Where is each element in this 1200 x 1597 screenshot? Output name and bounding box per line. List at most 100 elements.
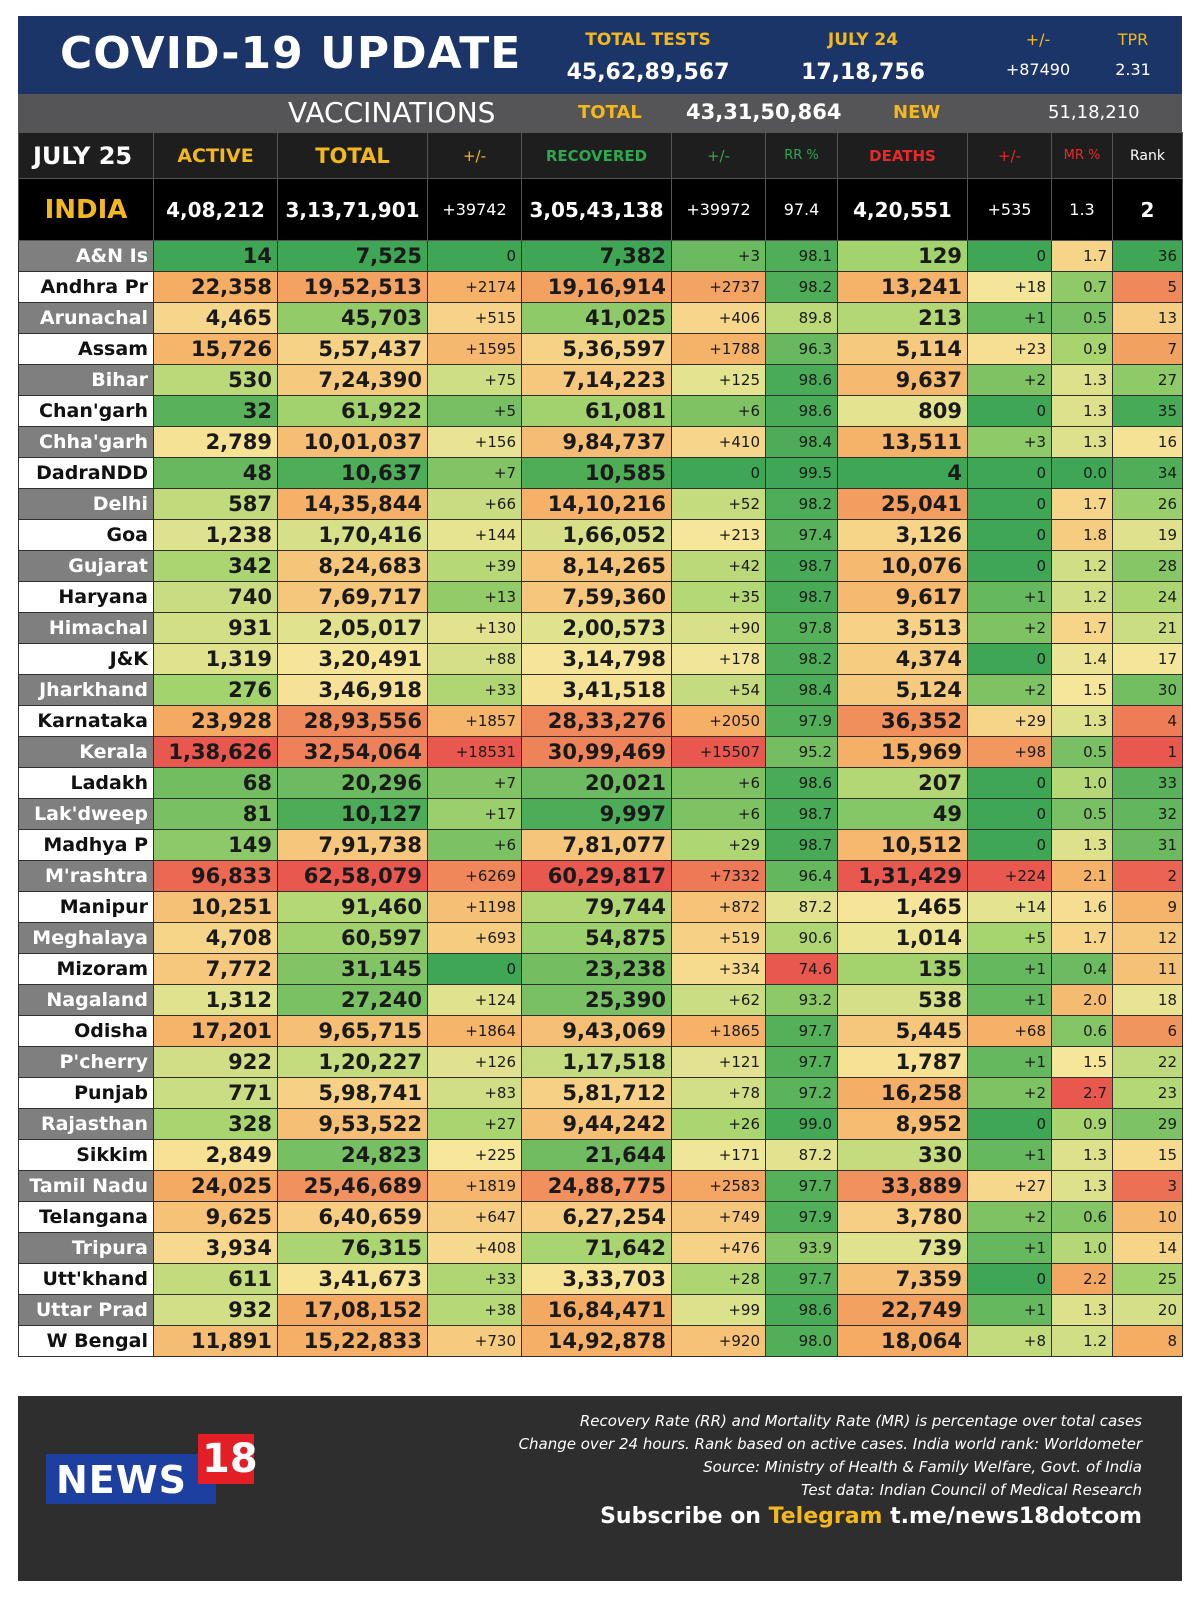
cell-deaths-change: 0	[967, 767, 1052, 799]
cell-recovered: 2,00,573	[521, 612, 672, 644]
cell-deaths: 5,114	[837, 333, 968, 365]
cell-rr: 97.7	[765, 1170, 838, 1202]
cell-state: Meghalaya	[18, 922, 154, 954]
cell-state: A&N Is	[18, 240, 154, 272]
cell-rr: 97.2	[765, 1077, 838, 1109]
cell-total: 91,460	[277, 891, 428, 923]
cell-mr: 1.2	[1051, 550, 1113, 582]
cell-rr: 98.2	[765, 271, 838, 303]
cell-deaths: 330	[837, 1139, 968, 1171]
total-tests-value: 45,62,89,567	[566, 60, 730, 85]
cell-total: 60,597	[277, 922, 428, 954]
india-deaths-change: +535	[967, 178, 1052, 241]
cell-deaths-change: +98	[967, 736, 1052, 768]
cell-active: 922	[153, 1046, 278, 1078]
logo-number: 18	[202, 1436, 258, 1482]
cell-total-change: +126	[427, 1046, 522, 1078]
total-tests-label: TOTAL TESTS	[585, 30, 711, 50]
cell-recovered-change: +334	[671, 953, 766, 985]
cell-active: 24,025	[153, 1170, 278, 1202]
cell-rr: 98.6	[765, 395, 838, 427]
cell-rr: 93.9	[765, 1232, 838, 1264]
cell-rank: 3	[1112, 1170, 1183, 1202]
cell-deaths: 1,014	[837, 922, 968, 954]
cell-rr: 98.2	[765, 643, 838, 675]
cell-rr: 98.7	[765, 550, 838, 582]
table-row: DadraNDD 48 10,637 +7 10,585 0 99.5 4 0 0.0 34	[18, 457, 1183, 489]
cell-recovered: 79,744	[521, 891, 672, 923]
footnote-change: Change over 24 hours. Rank based on acti…	[518, 1435, 1142, 1453]
cell-recovered-change: +6	[671, 767, 766, 799]
cell-total-change: +144	[427, 519, 522, 551]
cell-recovered-change: +6	[671, 395, 766, 427]
cell-rr: 95.2	[765, 736, 838, 768]
india-recovered: 3,05,43,138	[521, 178, 672, 241]
cell-rank: 5	[1112, 271, 1183, 303]
table-row: Haryana 740 7,69,717 +13 7,59,360 +35 98.7 9,61…	[18, 581, 1183, 613]
cell-deaths: 16,258	[837, 1077, 968, 1109]
covid-update-infographic: COVID-19 UPDATE TOTAL TESTS 45,62,89,567…	[18, 16, 1183, 1581]
cell-rank: 36	[1112, 240, 1183, 272]
footer: NEWS 18 Recovery Rate (RR) and Mortality…	[18, 1396, 1182, 1581]
cell-rank: 25	[1112, 1263, 1183, 1295]
table-row: Ladakh 68 20,296 +7 20,021 +6 98.6 207 0 1.0 33	[18, 767, 1183, 799]
table-row: P'cherry 922 1,20,227 +126 1,17,518 +121 97.7 1…	[18, 1046, 1183, 1078]
table-row: Odisha 17,201 9,65,715 +1864 9,43,069 +1865 97…	[18, 1015, 1183, 1047]
subscribe-platform: Telegram	[768, 1504, 883, 1529]
table-row: Tripura 3,934 76,315 +408 71,642 +476 93.9 739 +…	[18, 1232, 1183, 1264]
cell-recovered-change: +3	[671, 240, 766, 272]
cell-total: 3,46,918	[277, 674, 428, 706]
cell-total-change: +7	[427, 457, 522, 489]
cell-total: 20,296	[277, 767, 428, 799]
cell-active: 48	[153, 457, 278, 489]
cell-total-change: +39	[427, 550, 522, 582]
cell-deaths-change: +27	[967, 1170, 1052, 1202]
cell-deaths: 129	[837, 240, 968, 272]
cell-active: 17,201	[153, 1015, 278, 1047]
table-row: Manipur 10,251 91,460 +1198 79,744 +872 87.2 1,…	[18, 891, 1183, 923]
column-active: ACTIVE	[153, 132, 278, 179]
cell-recovered-change: +28	[671, 1263, 766, 1295]
cell-active: 22,358	[153, 271, 278, 303]
cell-total-change: +1198	[427, 891, 522, 923]
cell-state: Gujarat	[18, 550, 154, 582]
cell-active: 328	[153, 1108, 278, 1140]
cell-deaths-change: +224	[967, 860, 1052, 892]
cell-rank: 30	[1112, 674, 1183, 706]
cell-total: 24,823	[277, 1139, 428, 1171]
cell-total: 9,53,522	[277, 1108, 428, 1140]
cell-total: 5,98,741	[277, 1077, 428, 1109]
cell-rank: 9	[1112, 891, 1183, 923]
cell-total: 27,240	[277, 984, 428, 1016]
cell-rr: 98.6	[765, 364, 838, 396]
page-title: COVID-19 UPDATE	[60, 28, 522, 79]
cell-recovered: 9,44,242	[521, 1108, 672, 1140]
cell-deaths-change: +1	[967, 1046, 1052, 1078]
cell-state: Goa	[18, 519, 154, 551]
change-label: +/-	[1025, 30, 1051, 49]
cell-state: Arunachal	[18, 302, 154, 334]
cell-deaths-change: +3	[967, 426, 1052, 458]
date-label: JULY 24	[827, 30, 899, 50]
cell-mr: 1.5	[1051, 674, 1113, 706]
cell-rr: 98.6	[765, 767, 838, 799]
cell-deaths: 22,749	[837, 1294, 968, 1326]
table-row: Rajasthan 328 9,53,522 +27 9,44,242 +26 99.0 8,…	[18, 1108, 1183, 1140]
cell-deaths-change: +23	[967, 333, 1052, 365]
cell-active: 81	[153, 798, 278, 830]
cell-state: Punjab	[18, 1077, 154, 1109]
cell-rank: 16	[1112, 426, 1183, 458]
cell-rr: 97.7	[765, 1046, 838, 1078]
cell-state: Rajasthan	[18, 1108, 154, 1140]
table-row: Telangana 9,625 6,40,659 +647 6,27,254 +749 97…	[18, 1201, 1183, 1233]
cell-active: 587	[153, 488, 278, 520]
cell-rr: 74.6	[765, 953, 838, 985]
table-row: M'rashtra 96,833 62,58,079 +6269 60,29,817 +7…	[18, 860, 1183, 892]
cell-deaths: 49	[837, 798, 968, 830]
states-table: JULY 25 ACTIVE TOTAL +/- RECOVERED +/- R…	[18, 132, 1183, 1357]
cell-state: Delhi	[18, 488, 154, 520]
cell-state: Assam	[18, 333, 154, 365]
cell-rank: 24	[1112, 581, 1183, 613]
cell-active: 149	[153, 829, 278, 861]
subscribe-link[interactable]: t.me/news18dotcom	[890, 1504, 1142, 1529]
